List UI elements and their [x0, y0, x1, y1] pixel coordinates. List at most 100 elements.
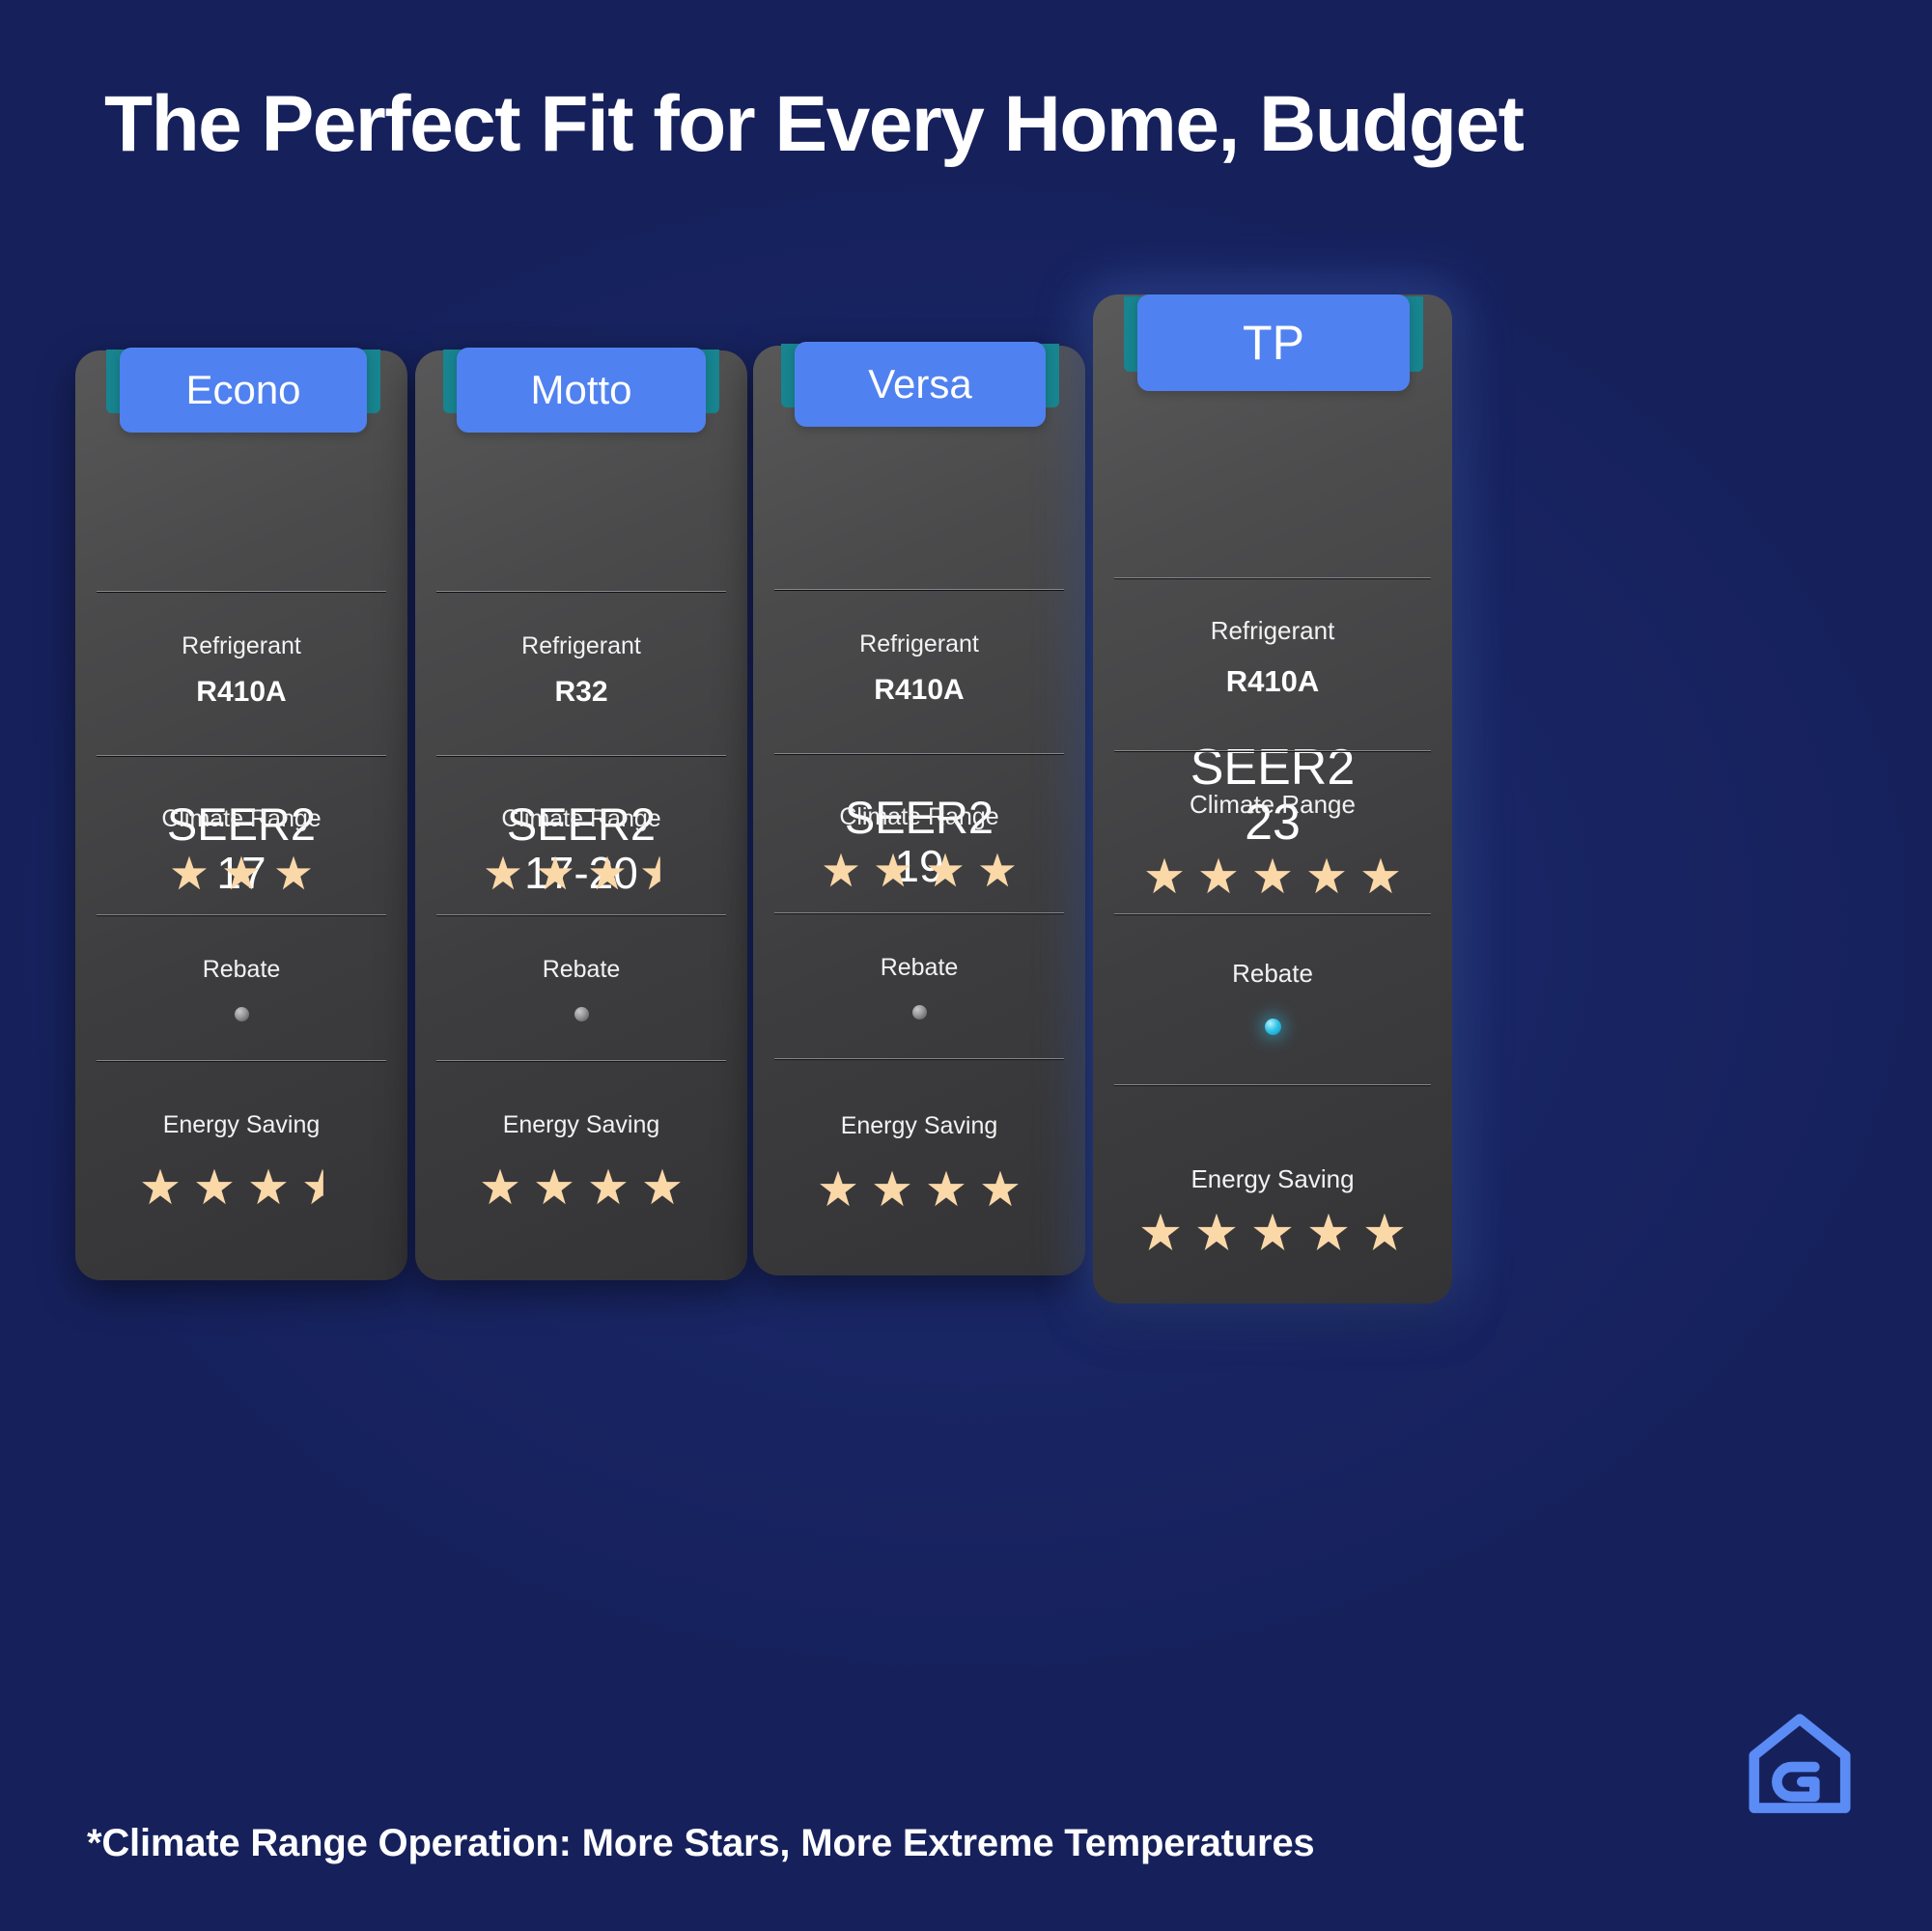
star-icon — [1252, 856, 1293, 901]
spec-energy-saving-motto: Energy Saving — [415, 1110, 747, 1212]
seer-block-tp: SEER2 23 — [1093, 740, 1452, 851]
refrigerant-value: R32 — [554, 676, 608, 708]
star-icon — [248, 1167, 289, 1212]
product-card-versa[interactable]: SEER2 19 Refrigerant R410A Climate Range Reba… — [753, 346, 1085, 1275]
spec-rebate-motto: Rebate — [415, 955, 747, 1021]
refrigerant-value: R410A — [874, 674, 965, 706]
product-tab-label-econo: Econo — [185, 367, 301, 412]
energy-saving-motto-stars — [415, 1167, 747, 1212]
divider-2 — [436, 914, 726, 916]
home-brand-logo — [1743, 1703, 1857, 1817]
star-icon — [480, 1167, 520, 1212]
rebate-label: Rebate — [542, 956, 621, 983]
divider-0 — [774, 589, 1064, 591]
product-tab-label-versa: Versa — [868, 361, 972, 406]
star-icon — [926, 1169, 966, 1214]
star-icon — [194, 1167, 235, 1212]
star-icon — [484, 854, 522, 897]
seer-block-versa: SEER2 19 — [753, 794, 1085, 891]
refrigerant-label: Refrigerant — [182, 632, 301, 659]
rebate-label: Rebate — [1232, 959, 1313, 988]
climate-range-econo-stars — [75, 854, 407, 897]
refrigerant-value: R410A — [1225, 664, 1320, 699]
star-icon — [1363, 1212, 1406, 1258]
star-icon — [926, 852, 965, 894]
star-icon — [872, 1169, 912, 1214]
product-tab-tp[interactable]: TP — [1137, 294, 1410, 391]
divider-0 — [1114, 577, 1431, 579]
star-icon — [536, 854, 574, 897]
spec-climate-range-tp: Climate Range — [1093, 790, 1452, 901]
climate-range-label: Climate Range — [1190, 790, 1356, 819]
spec-refrigerant-econo: Refrigerant R410A — [75, 631, 407, 710]
divider-0 — [436, 591, 726, 593]
rebate-unavailable-indicator — [574, 1007, 589, 1021]
climate-range-motto-stars — [415, 854, 747, 897]
divider-3 — [1114, 1084, 1431, 1086]
star-icon — [1195, 1212, 1238, 1258]
divider-3 — [97, 1060, 386, 1062]
card-surface-versa: SEER2 19 Refrigerant R410A Climate Range Reba… — [753, 346, 1085, 1275]
energy-saving-econo-stars — [75, 1167, 407, 1212]
divider-0 — [97, 591, 386, 593]
product-card-motto[interactable]: SEER2 17-20 Refrigerant R32 Climate Range Re… — [415, 350, 747, 1280]
spec-energy-saving-tp: Energy Saving — [1093, 1164, 1452, 1258]
spec-climate-range-econo: Climate Range — [75, 804, 407, 897]
spec-refrigerant-tp: Refrigerant R410A — [1093, 616, 1452, 699]
rebate-available-indicator — [1264, 1019, 1281, 1036]
energy-saving-label: Energy Saving — [162, 1111, 321, 1138]
star-icon — [1360, 856, 1401, 901]
product-tab-label-motto: Motto — [530, 367, 632, 412]
star-icon — [822, 852, 860, 894]
star-icon — [1198, 856, 1239, 901]
energy-saving-versa-stars — [753, 1169, 1085, 1214]
energy-saving-label: Energy Saving — [502, 1111, 660, 1138]
energy-saving-tp-stars — [1093, 1212, 1452, 1258]
product-card-econo[interactable]: SEER217RefrigerantR410AClimate RangeReba… — [75, 350, 407, 1280]
divider-1 — [774, 753, 1064, 755]
climate-range-tp-stars — [1093, 856, 1452, 901]
rebate-label: Rebate — [202, 956, 281, 983]
star-icon — [170, 854, 209, 897]
seer-label-motto: SEER2 — [506, 798, 657, 850]
star-icon — [980, 1169, 1021, 1214]
product-tab-versa[interactable]: Versa — [795, 342, 1046, 427]
spec-energy-saving-econo: Energy Saving — [75, 1110, 407, 1212]
climate-range-label: Climate Range — [501, 805, 661, 832]
refrigerant-label: Refrigerant — [859, 630, 979, 658]
product-tab-econo[interactable]: Econo — [120, 348, 367, 433]
product-tab-label-tp: TP — [1243, 316, 1304, 370]
star-icon — [1144, 856, 1185, 901]
climate-range-label: Climate Range — [161, 805, 322, 832]
star-icon — [1306, 856, 1347, 901]
rebate-unavailable-indicator — [234, 1007, 249, 1021]
seer-label-tp: SEER2 — [1190, 740, 1356, 796]
star-icon — [534, 1167, 574, 1212]
star-icon — [588, 854, 627, 897]
divider-2 — [97, 914, 386, 916]
seer-label-versa: SEER2 — [844, 792, 994, 843]
divider-3 — [774, 1058, 1064, 1060]
refrigerant-label: Refrigerant — [1210, 616, 1335, 645]
star-icon — [818, 1169, 858, 1214]
divider-2 — [1114, 913, 1431, 915]
card-surface-tp: SEER2 23 Refrigerant R410A Climate Range Reba… — [1093, 294, 1452, 1303]
refrigerant-value: R410A — [196, 676, 287, 708]
spec-rebate-versa: Rebate — [753, 953, 1085, 1020]
rebate-label: Rebate — [880, 954, 959, 981]
card-surface-econo: SEER217RefrigerantR410AClimate RangeReba… — [75, 350, 407, 1280]
product-card-tp[interactable]: SEER2 23 Refrigerant R410A Climate Range Reba… — [1093, 294, 1452, 1303]
star-icon — [588, 1167, 629, 1212]
star-icon — [222, 854, 261, 897]
star-icon — [1251, 1212, 1294, 1258]
product-tab-motto[interactable]: Motto — [457, 348, 706, 433]
star-icon — [1139, 1212, 1182, 1258]
star-icon — [274, 854, 313, 897]
divider-1 — [1114, 750, 1431, 752]
star-icon — [874, 852, 912, 894]
card-surface-motto: SEER2 17-20 Refrigerant R32 Climate Range Re… — [415, 350, 747, 1280]
spec-refrigerant-motto: Refrigerant R32 — [415, 631, 747, 710]
star-icon — [978, 852, 1017, 894]
spec-climate-range-motto: Climate Range — [415, 804, 747, 897]
